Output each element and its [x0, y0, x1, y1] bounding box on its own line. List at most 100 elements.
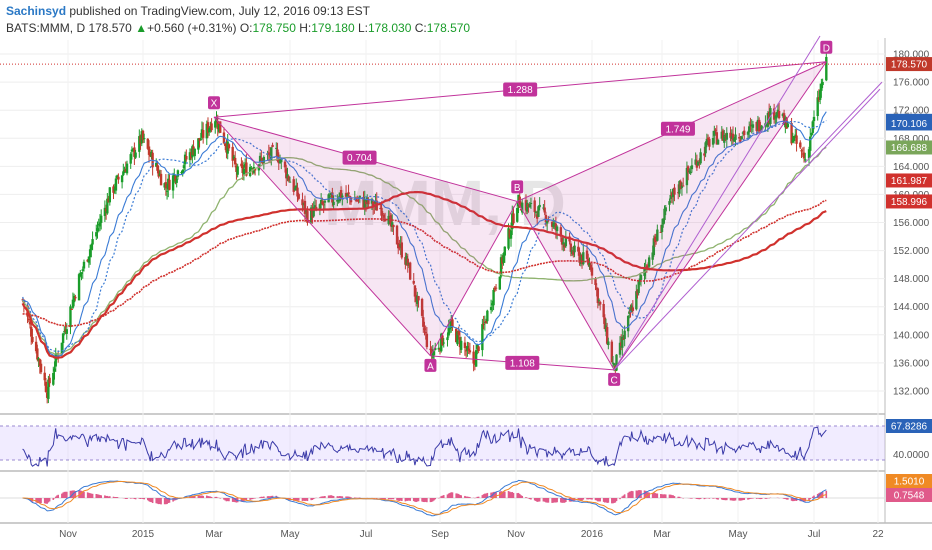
macd-histogram-bar: [346, 496, 349, 498]
candle-body: [287, 176, 290, 181]
candle-body: [572, 250, 575, 255]
low-label: L:: [357, 21, 368, 35]
macd-histogram-bar: [530, 498, 532, 500]
macd-histogram-bar: [192, 496, 195, 498]
candle-body: [670, 192, 674, 197]
candle-body: [508, 229, 511, 238]
macd-histogram-bar: [723, 498, 726, 501]
macd-histogram-bar: [717, 498, 719, 500]
candle-body: [456, 331, 459, 345]
macd-histogram-bar: [305, 498, 307, 501]
macd-histogram-bar: [430, 498, 433, 502]
candle-body: [711, 138, 715, 145]
macd-histogram-bar: [764, 498, 767, 499]
macd-histogram-bar: [107, 496, 110, 498]
y-tick-label: 140.000: [893, 330, 930, 341]
macd-histogram-bar: [143, 498, 146, 500]
candle-body: [425, 333, 429, 348]
candle-body: [36, 348, 39, 360]
macd-histogram-bar: [198, 495, 201, 498]
candle-body: [201, 129, 205, 138]
candle-body: [509, 230, 513, 239]
candle-body: [662, 218, 665, 225]
symbol-label: BATS:MMM, D: [6, 21, 86, 35]
candle-body: [107, 198, 110, 203]
macd-histogram-bar: [801, 498, 804, 502]
macd-histogram-bar: [329, 495, 331, 498]
candle-body: [706, 137, 710, 140]
close-value: 178.570: [426, 21, 471, 35]
macd-histogram-bar: [597, 498, 599, 502]
macd-histogram-bar: [207, 496, 209, 498]
macd-histogram-bar: [587, 498, 590, 500]
candle-body: [637, 280, 640, 293]
candle-body: [512, 213, 515, 224]
macd-histogram-bar: [160, 498, 162, 505]
macd-histogram-bar: [63, 491, 66, 498]
candle-body: [562, 242, 565, 245]
macd-histogram-bar: [594, 498, 597, 501]
candle-body: [398, 246, 401, 249]
macd-histogram-bar: [147, 498, 149, 501]
macd-histogram-bar: [455, 493, 457, 498]
candle-body: [554, 223, 558, 231]
pattern-point-badge: [608, 372, 621, 386]
macd-histogram-bar: [297, 498, 300, 501]
moving-average-200-line: [21, 191, 827, 359]
candle-body: [544, 214, 548, 223]
candle-body: [750, 125, 753, 127]
x-tick-label: Sep: [431, 529, 449, 540]
candle-body: [150, 151, 153, 158]
macd-histogram-bar: [134, 498, 137, 500]
y-tick-label: 176.000: [893, 78, 930, 89]
candle-body: [486, 310, 489, 322]
candle-body: [39, 363, 43, 373]
candle-body: [494, 287, 498, 289]
candle-body: [163, 183, 166, 188]
candle-body: [759, 129, 762, 131]
candle-body: [679, 181, 682, 189]
macd-histogram-bar: [270, 495, 273, 498]
candle-body: [519, 209, 523, 211]
candle-body: [464, 350, 468, 352]
macd-histogram-bar: [712, 498, 714, 499]
candle-body: [143, 138, 146, 140]
candle-body: [293, 187, 297, 190]
author-name[interactable]: Sachinsyd: [6, 4, 67, 18]
macd-histogram-bar: [306, 498, 309, 502]
macd-histogram-bar: [268, 496, 270, 498]
macd-histogram-bar: [511, 492, 514, 498]
macd-histogram-bar: [149, 498, 152, 502]
macd-histogram-bar: [495, 492, 497, 498]
candle-body: [74, 296, 77, 299]
candle-body: [250, 168, 253, 170]
candle-body: [63, 331, 66, 333]
y-tick-label: 132.000: [893, 386, 930, 397]
macd-histogram-bar: [129, 498, 132, 499]
macd-histogram-bar: [330, 495, 332, 498]
macd-histogram-bar: [552, 498, 555, 503]
macd-histogram-bar: [321, 496, 324, 498]
macd-histogram-bar: [668, 494, 671, 498]
candle-body: [174, 175, 177, 182]
macd-histogram-bar: [508, 491, 511, 498]
macd-histogram-bar: [415, 498, 417, 503]
macd-histogram-bar: [560, 498, 562, 503]
candle-body: [296, 187, 299, 197]
candle-body: [602, 303, 605, 318]
macd-histogram-bar: [165, 498, 167, 505]
candle-body: [336, 200, 339, 202]
macd-histogram-bar: [99, 495, 101, 498]
candle-body: [680, 185, 684, 188]
ratio-label: 1.108: [510, 358, 535, 369]
candle-body: [248, 167, 252, 176]
macd-histogram-bar: [423, 498, 426, 503]
macd-histogram-bar: [733, 498, 736, 501]
macd-histogram-bar: [572, 498, 575, 502]
macd-histogram-bar: [821, 491, 824, 498]
chart-header-ohlc: BATS:MMM, D 178.570 ▲+0.560 (+0.31%) O:1…: [6, 21, 470, 35]
candle-body: [429, 348, 432, 350]
macd-histogram-bar: [579, 498, 582, 501]
candle-body: [472, 351, 475, 364]
